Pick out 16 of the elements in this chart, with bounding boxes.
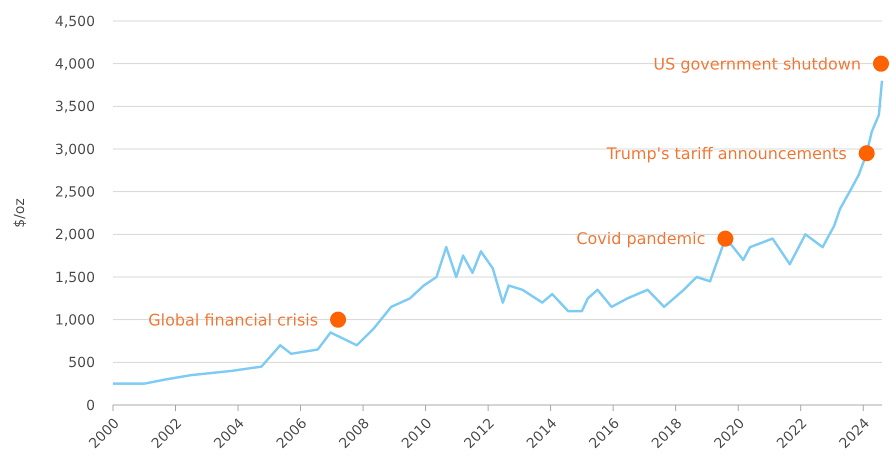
y-tick-label: 4,500 (54, 14, 95, 30)
y-tick-label: 1,000 (54, 312, 95, 329)
y-axis-title: $/oz (12, 198, 28, 228)
line-series (112, 79, 884, 385)
annotation: Covid pandemic (576, 229, 706, 248)
y-tick-label: 4,000 (54, 56, 95, 73)
annotation: Global financial crisis (148, 310, 318, 330)
y-tick-label: 1,500 (54, 270, 95, 286)
y-tick-label: 0 (86, 398, 95, 414)
annotation: US government shutdown (653, 54, 861, 74)
y-tick-label: 2,500 (54, 184, 95, 201)
y-tick-label: 3,500 (54, 99, 95, 116)
y-tick-label: 2,000 (54, 227, 95, 244)
annotation: Trump's tariff announcements (606, 144, 847, 163)
y-tick-label: 3,000 (54, 142, 95, 158)
y-tick-label: 500 (68, 355, 95, 372)
